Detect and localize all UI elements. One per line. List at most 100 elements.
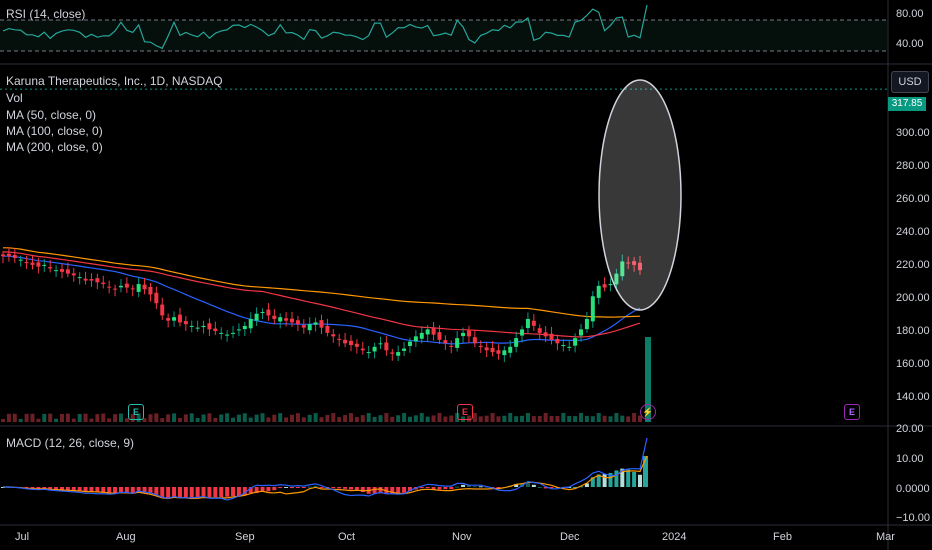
candle-body bbox=[567, 346, 572, 348]
candle-body bbox=[590, 296, 595, 322]
macd-hist-bar bbox=[396, 487, 401, 495]
macd-hist-bar bbox=[148, 487, 153, 494]
candle-body bbox=[95, 278, 100, 283]
macd-tick: −10.00 bbox=[896, 512, 930, 524]
candle-body bbox=[118, 285, 123, 288]
volume-bar bbox=[413, 415, 418, 422]
x-tick-nov: Nov bbox=[452, 531, 472, 543]
x-tick-sep: Sep bbox=[235, 531, 255, 543]
macd-hist-bar bbox=[213, 487, 218, 498]
candle-body bbox=[531, 320, 536, 326]
volume-bar bbox=[278, 413, 283, 422]
macd-hist-bar bbox=[620, 468, 625, 487]
macd-hist-bar bbox=[478, 486, 483, 488]
candle-body bbox=[502, 350, 507, 356]
volume-bar bbox=[183, 414, 188, 422]
volume-bar bbox=[130, 414, 135, 422]
volume-bar bbox=[189, 413, 194, 422]
candle-body bbox=[18, 259, 23, 261]
rsi-tick-40: 40.00 bbox=[896, 38, 924, 50]
macd-signal-line bbox=[3, 455, 648, 500]
volume-bar bbox=[378, 415, 383, 422]
ma100-label: MA (100, close, 0) bbox=[6, 124, 103, 138]
candle-body bbox=[160, 304, 165, 316]
macd-hist-bar bbox=[331, 487, 336, 489]
candle-body bbox=[201, 325, 206, 328]
volume-bar bbox=[514, 416, 519, 422]
price-tick: 280.00 bbox=[896, 160, 930, 172]
candle-body bbox=[319, 320, 324, 328]
candle-body bbox=[177, 314, 182, 323]
volume-bar bbox=[638, 415, 642, 422]
candle-body bbox=[213, 328, 218, 332]
macd-hist-bar bbox=[107, 487, 112, 494]
candle-body bbox=[508, 346, 513, 353]
volume-bar bbox=[354, 417, 359, 422]
volume-bar bbox=[449, 415, 454, 422]
volume-bar bbox=[490, 413, 495, 422]
x-tick-jul: Jul bbox=[15, 531, 30, 543]
volume-bar bbox=[113, 414, 118, 422]
macd-label: MACD (12, 26, close, 9) bbox=[6, 436, 135, 450]
volume-bar bbox=[520, 415, 525, 422]
candle-body bbox=[248, 318, 253, 329]
candle-body bbox=[478, 345, 483, 347]
currency-button[interactable]: USD bbox=[891, 71, 929, 93]
earnings-marker[interactable]: E bbox=[128, 404, 144, 420]
macd-tick: 0.0000 bbox=[896, 483, 930, 495]
volume-bar bbox=[614, 413, 619, 422]
volume-bar bbox=[602, 415, 607, 422]
volume-bar bbox=[325, 414, 330, 422]
macd-hist-bar bbox=[584, 483, 589, 487]
volume-bar bbox=[555, 416, 560, 422]
volume-bar bbox=[266, 417, 271, 422]
volume-bar bbox=[254, 414, 259, 422]
volume-bar bbox=[396, 415, 401, 422]
earnings-marker[interactable]: E bbox=[844, 404, 860, 420]
volume-bar bbox=[366, 413, 371, 422]
macd-hist-bar bbox=[402, 487, 407, 493]
candle-body bbox=[6, 253, 11, 257]
macd-hist-bar bbox=[113, 487, 118, 494]
candle-body bbox=[632, 261, 637, 265]
macd-hist-bar bbox=[83, 487, 88, 493]
macd-hist-bar bbox=[295, 487, 300, 488]
macd-hist-bar bbox=[549, 487, 554, 489]
earnings-marker[interactable]: E bbox=[457, 404, 473, 420]
volume-bar bbox=[160, 418, 165, 422]
macd-hist-bar bbox=[225, 487, 230, 497]
macd-hist-bar bbox=[242, 487, 247, 495]
candle-body bbox=[466, 330, 471, 337]
volume-bar bbox=[549, 416, 554, 422]
candle-body bbox=[260, 311, 265, 313]
lightning-icon[interactable]: ⚡ bbox=[640, 404, 656, 420]
volume-bar bbox=[107, 418, 112, 422]
macd-hist-bar bbox=[378, 487, 383, 494]
candle-body bbox=[30, 262, 35, 265]
candle-body bbox=[490, 347, 495, 353]
macd-hist-bar bbox=[254, 487, 259, 494]
macd-hist-bar bbox=[59, 487, 64, 491]
candle-body bbox=[525, 318, 530, 329]
volume-bar bbox=[242, 413, 247, 422]
candle-body bbox=[378, 343, 383, 345]
candle-body bbox=[431, 327, 436, 335]
volume-bar bbox=[24, 413, 29, 422]
candle-body bbox=[608, 284, 613, 286]
macd-hist-bar bbox=[219, 487, 224, 498]
candle-body bbox=[520, 329, 525, 336]
volume-bar bbox=[443, 416, 448, 422]
candle-body bbox=[189, 325, 194, 327]
rsi-tick-80: 80.00 bbox=[896, 8, 924, 20]
x-tick-2024: 2024 bbox=[662, 531, 687, 543]
candle-body bbox=[366, 352, 371, 354]
volume-bar bbox=[148, 414, 153, 422]
volume-bar bbox=[584, 415, 589, 422]
volume-bar bbox=[48, 413, 53, 422]
candle-body bbox=[290, 318, 295, 323]
candle-body bbox=[77, 277, 82, 279]
macd-hist-bar bbox=[201, 487, 206, 497]
volume-bar bbox=[54, 418, 59, 422]
volume-bar bbox=[295, 413, 300, 422]
